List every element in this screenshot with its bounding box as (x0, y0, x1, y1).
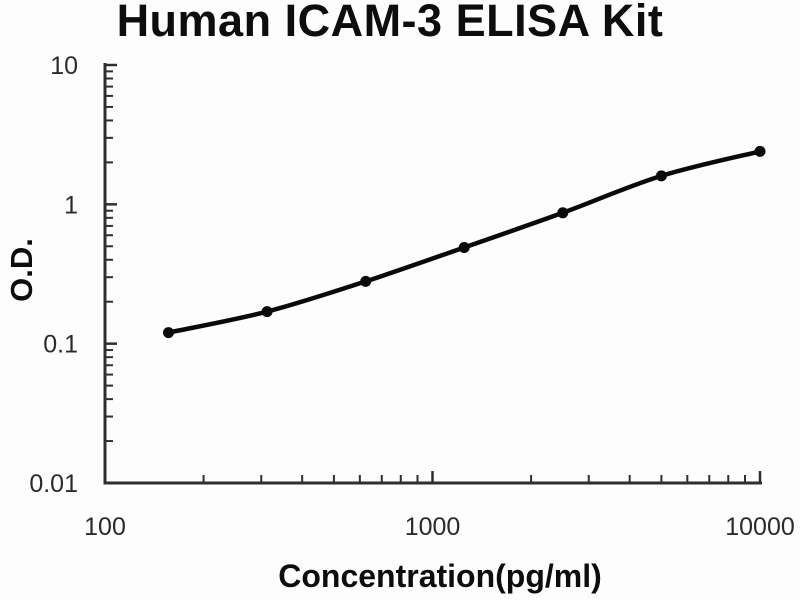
y-tick-label: 0.1 (43, 331, 78, 359)
chart-title: Human ICAM-3 ELISA Kit (116, 0, 664, 46)
axis-line (103, 63, 762, 485)
data-point (360, 275, 372, 287)
y-tick-label: 10 (50, 52, 78, 80)
y-tick-label: 0.01 (29, 470, 78, 498)
data-point (754, 145, 766, 157)
data-point (261, 306, 273, 318)
data-point (163, 327, 174, 339)
standard-curve-line (166, 149, 763, 335)
x-tick-label: 10000 (725, 513, 795, 541)
x-tick-label: 100 (84, 513, 126, 541)
data-point (557, 207, 569, 219)
y-tick-label: 1 (64, 191, 78, 219)
data-point (655, 170, 667, 182)
x-axis-title: Concentration(pg/ml) (278, 558, 602, 594)
x-tick-label: 1000 (405, 513, 461, 541)
data-point (458, 242, 470, 253)
